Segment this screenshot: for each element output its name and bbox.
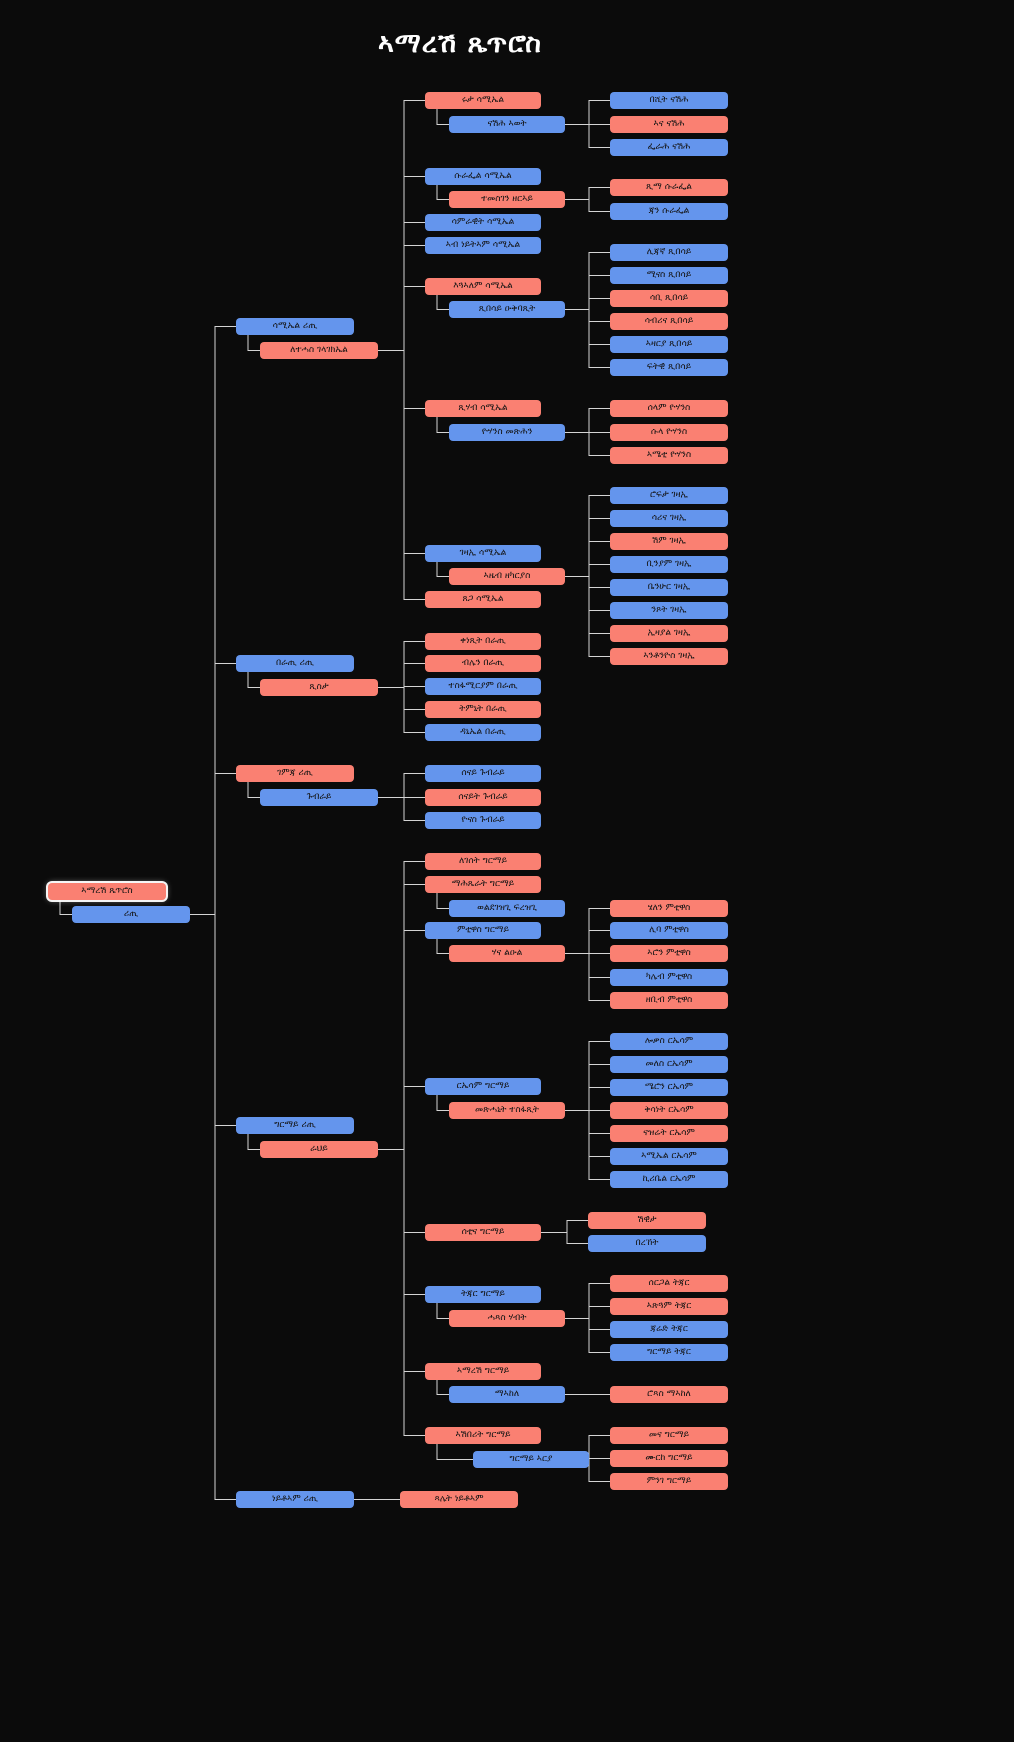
person-node-liba[interactable]: ሊባ ምቲዋስ bbox=[610, 922, 728, 939]
person-node-resam[interactable]: ርኤሳም ግርማይ bbox=[425, 1078, 541, 1095]
person-node-shem[interactable]: ሽም ገዛኢ bbox=[610, 533, 728, 550]
person-node-ftwi[interactable]: ፍትዊ ጺበሳይ bbox=[610, 359, 728, 376]
person-node-sula[interactable]: ሱላ ዮሃንስ bbox=[610, 424, 728, 441]
person-node-beshit[interactable]: በሺት ናሽሕ bbox=[610, 92, 728, 109]
person-node-tsihab_sp[interactable]: ዮሃንስ መጽሕን bbox=[449, 424, 565, 441]
person-node-surafel[interactable]: ሱራፌል ሳሚኤል bbox=[425, 168, 541, 185]
person-node-rofta[interactable]: ሮፍታ ገዛኢ bbox=[610, 487, 728, 504]
person-node-bk5[interactable]: ዳኒኤል በራጢ bbox=[425, 724, 541, 741]
person-node-murke[interactable]: ሙርከ ግርማይ bbox=[610, 1450, 728, 1467]
person-node-samuel_sp[interactable]: ለተሓስ ገላገክኤል bbox=[260, 342, 378, 359]
person-node-ruta[interactable]: ሩታ ሳሚኤል bbox=[425, 92, 541, 109]
person-node-gemja[interactable]: ገምጃ ሪጢ bbox=[236, 765, 354, 782]
person-node-gezai[interactable]: ገዛኢ ሳሚኤል bbox=[425, 545, 541, 562]
person-node-tjar[interactable]: ትጃር ግርማይ bbox=[425, 1286, 541, 1303]
person-node-ana[interactable]: ኣና ናሽሕ bbox=[610, 116, 728, 133]
person-node-antonyos[interactable]: ኣንቶንዮስ ገዛኢ bbox=[610, 648, 728, 665]
person-node-sabi[interactable]: ሳቢ ጺበሳይ bbox=[610, 290, 728, 307]
diagram-title: ኣማረሽ ጼጥሮስ bbox=[377, 28, 542, 59]
person-node-tsima[interactable]: ጺማ ሱራፌል bbox=[610, 179, 728, 196]
person-node-tsalet[interactable]: ጻሌት ነይቶኣም bbox=[400, 1491, 518, 1508]
person-node-abneytam[interactable]: ኣብ ነይትኣም ሳሚኤል bbox=[425, 237, 541, 254]
person-node-ashberit[interactable]: ኣሽበሪት ግርማይ bbox=[425, 1427, 541, 1444]
person-node-tjar_sp[interactable]: ሓጻስ ሃብት bbox=[449, 1310, 565, 1327]
person-node-kaleb[interactable]: ካሌብ ምቲዋስ bbox=[610, 969, 728, 986]
person-node-ntsot[interactable]: ንጾት ገዛኢ bbox=[610, 602, 728, 619]
person-node-yonas[interactable]: ዮናስ ጉብራይ bbox=[425, 812, 541, 829]
person-node-tsega[interactable]: ጸጋ ሳሚኤል bbox=[425, 591, 541, 608]
person-node-sergal[interactable]: ሰርጋል ትጃር bbox=[610, 1275, 728, 1292]
person-node-senayt[interactable]: ሰናይት ጉብራይ bbox=[425, 789, 541, 806]
person-node-helen[interactable]: ሄለን ምቲዋስ bbox=[610, 900, 728, 917]
person-node-bk1[interactable]: ቀነጺት በራጢ bbox=[425, 633, 541, 650]
person-node-resam_sp[interactable]: መጽሓኒት ተስፋጺት bbox=[449, 1102, 565, 1119]
person-node-samrawit[interactable]: ሳምራዊት ሳሚኤል bbox=[425, 214, 541, 231]
person-node-berati_sp[interactable]: ጺስታ bbox=[260, 679, 378, 696]
person-node-gezai_sp[interactable]: ኣዜብ ዘካርያስ bbox=[449, 568, 565, 585]
person-node-lokas[interactable]: ሎቃስ ርኤሳም bbox=[610, 1033, 728, 1050]
person-node-shwita[interactable]: ሽዊታ bbox=[588, 1212, 706, 1229]
person-node-rotsas[interactable]: ሮጻስ ማኣከለ bbox=[610, 1386, 728, 1403]
person-node-tsihab[interactable]: ጺሃብ ሳሚኤል bbox=[425, 400, 541, 417]
person-node-amaresh_sp[interactable]: ማኣከለ bbox=[449, 1386, 565, 1403]
person-node-sabrina[interactable]: ሳብሪና ጺበሳይ bbox=[610, 313, 728, 330]
person-node-riti[interactable]: ሪጢ bbox=[72, 906, 190, 923]
person-node-berati[interactable]: በራጢ ሪጢ bbox=[236, 655, 354, 672]
person-node-atsguam[interactable]: ኣጽጓም ትጃር bbox=[610, 1298, 728, 1315]
person-node-legeset[interactable]: ለገሰት ግርማይ bbox=[425, 853, 541, 870]
person-node-samuel[interactable]: ሳሚኤል ሪጢ bbox=[236, 318, 354, 335]
person-node-selam[interactable]: ሰላም ዮሃንስ bbox=[610, 400, 728, 417]
person-node-mena[interactable]: መና ግርማይ bbox=[610, 1427, 728, 1444]
person-node-mnge[interactable]: ምንገ ግርማይ bbox=[610, 1473, 728, 1490]
person-node-mahtserat_sp[interactable]: ወልደገዝጊ ፍረዝጊ bbox=[449, 900, 565, 917]
person-node-bereket[interactable]: በረኸት bbox=[588, 1235, 706, 1252]
person-node-nazret[interactable]: ናዝሬት ርኤሳም bbox=[610, 1125, 728, 1142]
person-node-girmay[interactable]: ግርማይ ሪጢ bbox=[236, 1117, 354, 1134]
person-node-haytom[interactable]: ነይቶኣም ሪጢ bbox=[236, 1491, 354, 1508]
person-node-egualem_sp[interactable]: ጺበሳይ ዑቅባጺት bbox=[449, 301, 565, 318]
person-node-bk4[interactable]: ትምኒት በራጢ bbox=[425, 701, 541, 718]
person-node-jared[interactable]: ጃሬድ ትጃር bbox=[610, 1321, 728, 1338]
person-node-benhur[interactable]: ቤንሁር ገዛኢ bbox=[610, 579, 728, 596]
person-node-ameti[interactable]: ኣሜቲ ዮሃንስ bbox=[610, 447, 728, 464]
person-node-ferah[interactable]: ፌራሕ ናሽሕ bbox=[610, 139, 728, 156]
person-node-minas[interactable]: ሚናስ ጺበሳይ bbox=[610, 267, 728, 284]
person-node-amaresh_g[interactable]: ኣማረሽ ግርማይ bbox=[425, 1363, 541, 1380]
person-node-jan[interactable]: ጃን ሱራፌል bbox=[610, 203, 728, 220]
person-node-qsanet[interactable]: ቅሳነት ርኤሳም bbox=[610, 1102, 728, 1119]
person-node-egualem[interactable]: እጓኣለም ሳሚኤል bbox=[425, 278, 541, 295]
person-node-mtiwas[interactable]: ምቲዋስ ግርማይ bbox=[425, 922, 541, 939]
person-node-surafel_sp[interactable]: ተመስገን ዘርኣይ bbox=[449, 191, 565, 208]
person-node-girmay_t[interactable]: ግርማይ ትጃር bbox=[610, 1344, 728, 1361]
person-node-gemja_sp[interactable]: ጉብራይ bbox=[260, 789, 378, 806]
person-node-senay[interactable]: ሰናይ ጉብራይ bbox=[425, 765, 541, 782]
person-node-kiribel[interactable]: ኪሪቤል ርኤሳም bbox=[610, 1171, 728, 1188]
person-node-bk3[interactable]: ተስፋሚርያም በራጢ bbox=[425, 678, 541, 695]
person-node-root[interactable]: ኣማረሽ ጼጥሮስ bbox=[48, 883, 166, 900]
person-node-meles[interactable]: መለስ ርኤሳም bbox=[610, 1056, 728, 1073]
person-node-lijana[interactable]: ሊጃኛ ጺበሳይ bbox=[610, 244, 728, 261]
person-node-girmay_sp[interactable]: ራህይ bbox=[260, 1141, 378, 1158]
person-node-mtiwas_sp[interactable]: ሃና ልዑል bbox=[449, 945, 565, 962]
person-node-mahtserat[interactable]: ማሕጼራት ግርማይ bbox=[425, 876, 541, 893]
person-node-ashberit_sp[interactable]: ግርማይ ኣርያ bbox=[473, 1451, 589, 1468]
person-node-ruta_sp[interactable]: ናሽሕ ኣወት bbox=[449, 116, 565, 133]
person-node-sarina[interactable]: ሳሪና ገዛኢ bbox=[610, 510, 728, 527]
person-node-binyam[interactable]: ቢንያም ገዛኢ bbox=[610, 556, 728, 573]
person-node-zebib[interactable]: ዘቢብ ምቲዋስ bbox=[610, 992, 728, 1009]
person-node-meron[interactable]: ሜሮን ርኤሳም bbox=[610, 1079, 728, 1096]
person-node-setina[interactable]: ሰቲና ግርማይ bbox=[425, 1224, 541, 1241]
person-node-amiel[interactable]: ኣሚኤል ርኤሳም bbox=[610, 1148, 728, 1165]
person-node-izayal[interactable]: ኢዛያል ገዛኢ bbox=[610, 625, 728, 642]
person-node-azarya[interactable]: ኣዛርያ ጺበሳይ bbox=[610, 336, 728, 353]
person-node-aron[interactable]: ኣሮን ምቲዋስ bbox=[610, 945, 728, 962]
person-node-bk2[interactable]: ብሌን በራጢ bbox=[425, 655, 541, 672]
